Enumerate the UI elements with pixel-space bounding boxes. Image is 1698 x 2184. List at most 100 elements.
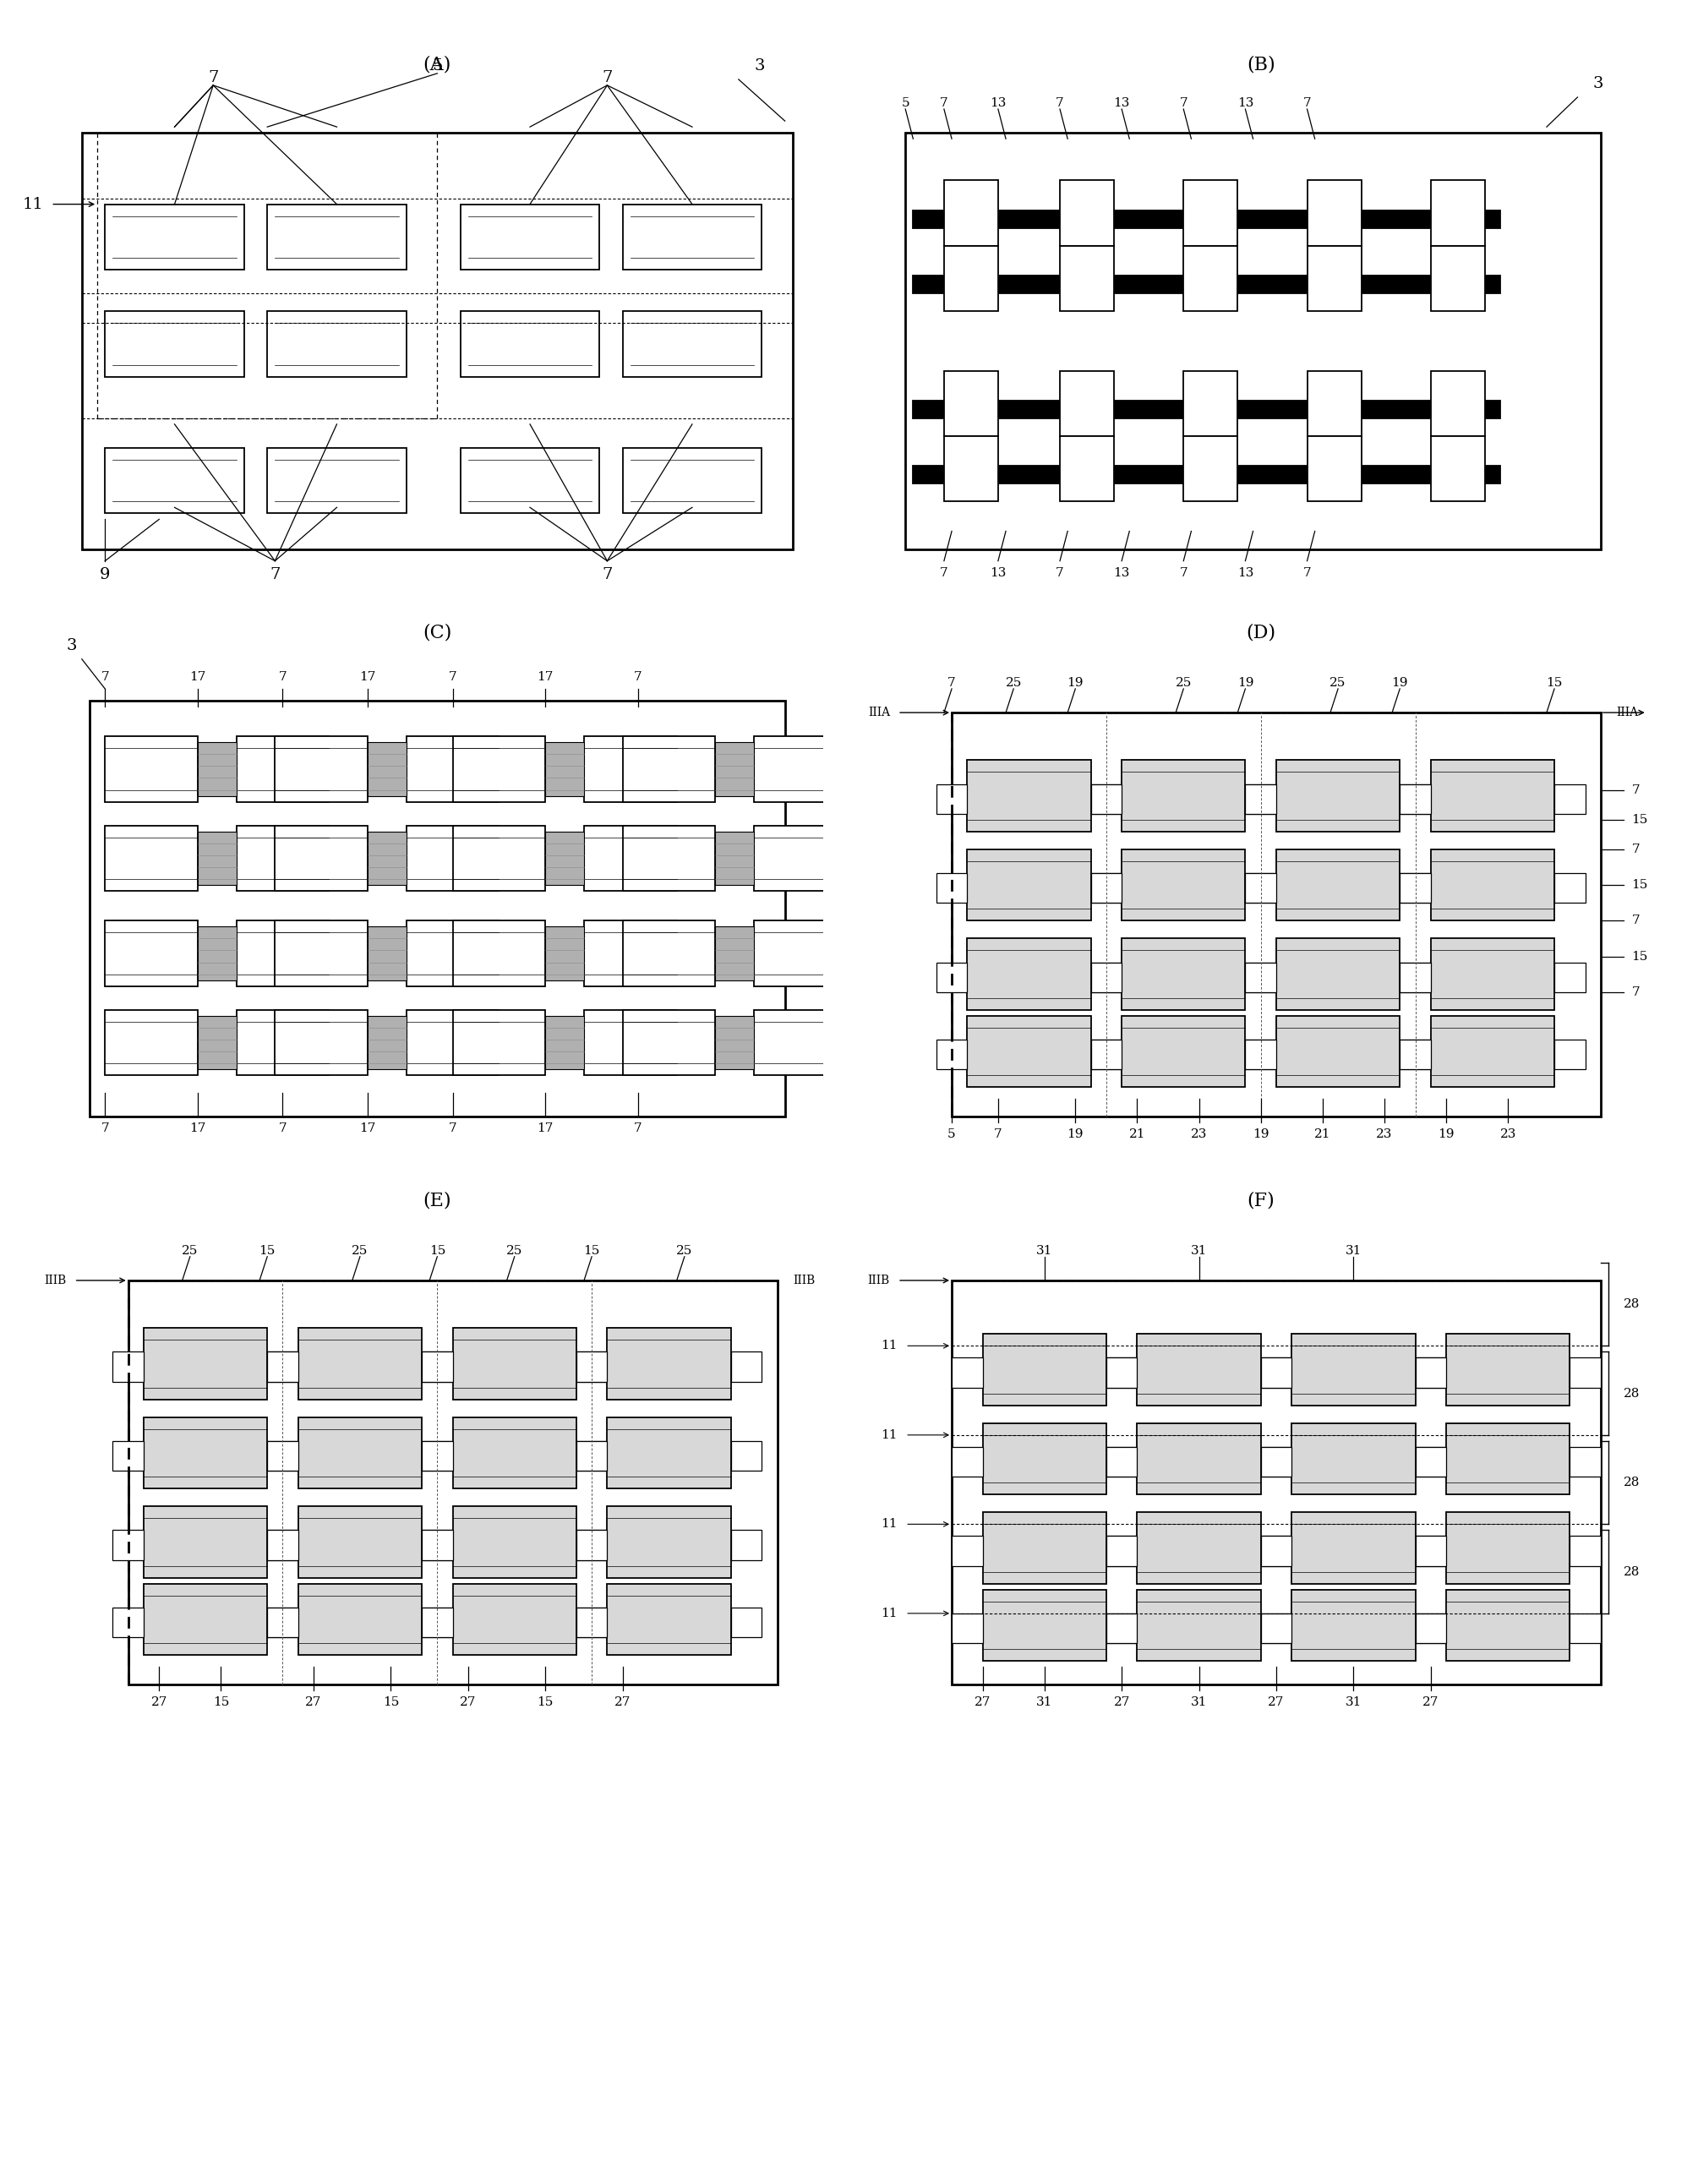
Text: 7: 7 <box>1180 98 1187 109</box>
Bar <box>421 1531 453 1559</box>
Bar <box>936 1040 968 1070</box>
Bar <box>1138 1511 1260 1583</box>
Text: 15: 15 <box>430 1245 445 1256</box>
Text: (C): (C) <box>423 622 452 642</box>
Text: 15: 15 <box>1632 880 1649 891</box>
Text: 23: 23 <box>1375 1129 1392 1140</box>
Bar <box>545 832 584 885</box>
Bar <box>951 712 1601 1116</box>
Bar <box>421 1352 453 1382</box>
Text: (B): (B) <box>1246 55 1275 74</box>
Bar <box>1447 1334 1569 1404</box>
Bar <box>1414 1614 1447 1642</box>
Text: 7: 7 <box>603 70 613 85</box>
Text: 31: 31 <box>1190 1697 1207 1708</box>
Bar <box>112 1531 144 1559</box>
Bar <box>1090 784 1122 815</box>
Bar <box>299 1417 421 1489</box>
Bar <box>1184 371 1238 437</box>
Bar <box>1414 1535 1447 1566</box>
Text: 27: 27 <box>460 1697 477 1708</box>
Text: 7: 7 <box>100 670 109 684</box>
Bar <box>1307 437 1362 502</box>
Bar <box>299 1328 421 1400</box>
Text: 17: 17 <box>190 1123 205 1136</box>
Bar <box>1260 1614 1292 1642</box>
Text: 7: 7 <box>270 568 280 583</box>
Bar <box>1292 1334 1416 1404</box>
Text: 21: 21 <box>1314 1129 1331 1140</box>
Text: 17: 17 <box>190 670 205 684</box>
Text: 7: 7 <box>1632 784 1640 795</box>
Bar <box>576 1607 608 1638</box>
Bar <box>584 826 678 891</box>
Text: 15: 15 <box>1547 677 1562 688</box>
Bar <box>1307 181 1362 247</box>
Bar <box>608 1417 730 1489</box>
Bar <box>1107 1614 1138 1642</box>
Bar <box>1569 1614 1601 1642</box>
Bar <box>275 826 368 891</box>
Bar <box>1245 874 1277 902</box>
Bar <box>1569 1535 1601 1566</box>
Bar <box>968 1016 1090 1088</box>
Bar <box>1277 850 1399 922</box>
Bar <box>1414 1446 1447 1476</box>
Bar <box>1138 1590 1260 1660</box>
Text: 7: 7 <box>1302 98 1311 109</box>
Bar <box>1090 963 1122 992</box>
Text: 7: 7 <box>1632 987 1640 998</box>
Bar <box>267 1441 299 1470</box>
Bar <box>951 1358 983 1387</box>
Bar <box>1414 1446 1447 1476</box>
Bar <box>460 310 599 376</box>
Bar <box>453 1009 545 1075</box>
Text: 25: 25 <box>351 1245 368 1256</box>
Bar <box>453 922 545 987</box>
Bar <box>105 1009 197 1075</box>
Bar <box>1414 1614 1447 1642</box>
Bar <box>623 448 762 513</box>
Bar <box>1090 963 1122 992</box>
Bar <box>460 448 599 513</box>
Bar <box>754 736 847 802</box>
Bar <box>584 1009 678 1075</box>
Bar <box>1431 939 1554 1009</box>
Bar <box>368 832 406 885</box>
Text: 15: 15 <box>537 1697 554 1708</box>
Bar <box>1399 784 1431 815</box>
Text: 15: 15 <box>1632 950 1649 963</box>
Text: IIIA: IIIA <box>868 708 890 719</box>
Bar <box>936 784 968 815</box>
Bar <box>453 1417 576 1489</box>
Bar <box>453 1507 576 1577</box>
Text: 13: 13 <box>1238 98 1253 109</box>
Text: (D): (D) <box>1246 622 1275 642</box>
Bar <box>1431 371 1484 437</box>
Text: 13: 13 <box>990 568 1007 579</box>
Text: 31: 31 <box>1345 1245 1362 1256</box>
Bar <box>1447 1424 1569 1494</box>
Bar <box>730 1441 762 1470</box>
Bar <box>1399 874 1431 902</box>
Text: 13: 13 <box>1238 568 1253 579</box>
Bar <box>1060 437 1114 502</box>
Bar <box>1090 784 1122 815</box>
Bar <box>545 926 584 981</box>
Text: 11: 11 <box>881 1607 898 1618</box>
Text: 25: 25 <box>1175 677 1192 688</box>
Bar <box>1307 371 1362 437</box>
Bar <box>1431 247 1484 310</box>
Text: 3: 3 <box>66 638 76 653</box>
Bar <box>267 1352 299 1382</box>
Bar <box>267 1531 299 1559</box>
Bar <box>968 850 1090 922</box>
Text: 17: 17 <box>360 670 375 684</box>
Bar <box>608 1328 730 1400</box>
Bar <box>754 826 847 891</box>
Bar <box>82 133 793 548</box>
Bar <box>1245 963 1277 992</box>
Bar <box>1184 181 1238 247</box>
Text: 31: 31 <box>1190 1245 1207 1256</box>
Bar <box>608 1507 730 1577</box>
